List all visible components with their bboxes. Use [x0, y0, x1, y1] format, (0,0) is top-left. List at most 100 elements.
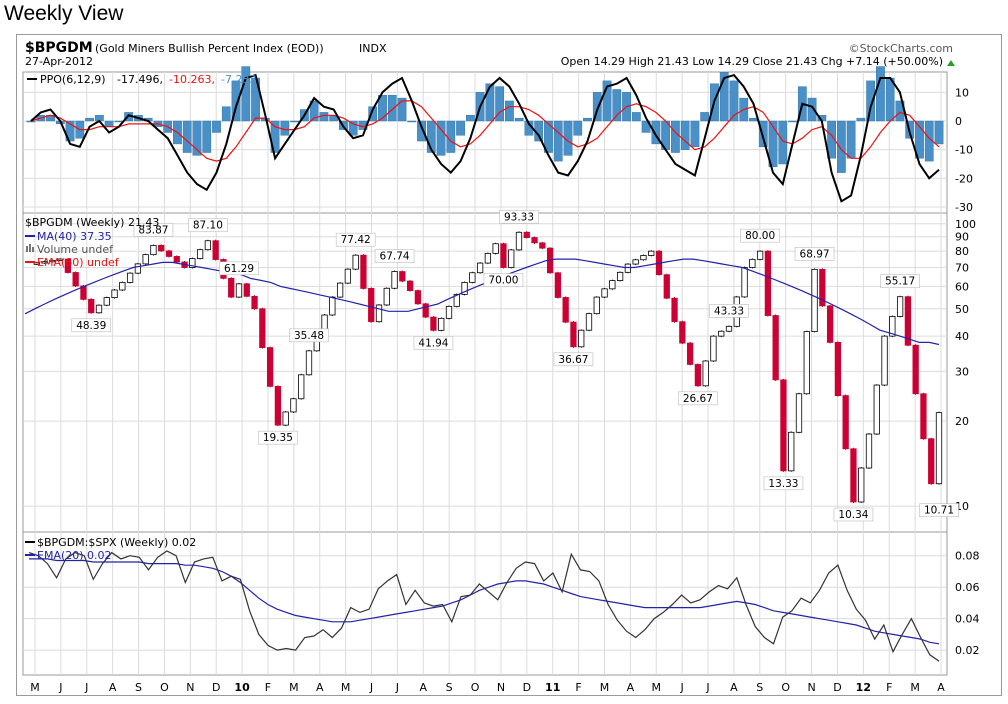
price-candle-up — [111, 289, 118, 299]
ppo-histogram-bar — [749, 117, 758, 122]
price-candle-up — [290, 398, 297, 413]
ppo-histogram-bar — [241, 66, 251, 122]
ma-legend: MA(40) 37.35 — [37, 230, 112, 243]
annotation-label: 35.48 — [294, 330, 324, 342]
annotation-box — [833, 507, 874, 522]
page-title: Weekly View — [4, 2, 124, 25]
price-candle-up — [865, 433, 873, 469]
x-tick-label: J — [705, 681, 709, 694]
price-candle-up — [235, 283, 243, 298]
price-candle-down — [422, 303, 429, 318]
ratio-legend: $BPGDM:$SPX (Weekly) 0.02 EMA(20) 0.02 — [25, 536, 196, 562]
symbol-description: (Gold Miners Bullish Percent Index (EOD)… — [95, 42, 324, 55]
annotation-label: 67.74 — [380, 251, 410, 263]
price-candle-down — [251, 295, 258, 310]
annotation-label: 77.42 — [341, 234, 371, 246]
x-tick-label: M — [289, 681, 299, 694]
ppo-histogram-bar — [836, 120, 846, 173]
price-candle-up — [445, 305, 453, 319]
price-candle-up — [438, 317, 445, 331]
ppo-histogram-bar — [807, 97, 817, 122]
price-candle-down — [694, 364, 702, 387]
price-candle-down — [158, 244, 165, 252]
ppo-histogram-bar — [231, 80, 241, 122]
price-candle-up — [648, 250, 655, 256]
price-candle-up — [578, 329, 585, 348]
price-candle-up — [134, 263, 142, 274]
price-candle-down — [539, 242, 546, 249]
price-candle-up — [305, 350, 313, 376]
ppo-histogram-bar — [26, 120, 36, 123]
price-candle-up — [150, 244, 157, 256]
price-candle-up — [49, 259, 56, 263]
x-tick-label: M — [341, 681, 351, 694]
ppo-histogram-bar — [417, 120, 426, 142]
x-tick-label: M — [600, 681, 610, 694]
annotation-box — [413, 336, 454, 350]
ppo-histogram-bar — [378, 95, 387, 122]
price-legend-title: $BPGDM (Weekly) 21.43 — [25, 216, 159, 229]
price-candle-up — [585, 313, 593, 331]
ppo-histogram-bar — [544, 120, 553, 153]
ppo-histogram-bar — [866, 80, 876, 122]
ppo-histogram-bar — [505, 100, 514, 122]
x-tick-label: S — [756, 681, 763, 694]
y-tick-label: -10 — [955, 144, 973, 157]
chart-frame: $BPGDM (Gold Miners Bullish Percent Inde… — [16, 34, 1002, 696]
ppo-histogram-bar — [348, 120, 358, 136]
price-candle-down — [826, 305, 834, 343]
y-tick-label: 60 — [955, 280, 969, 293]
price-candle-up — [725, 325, 733, 332]
price-candle-up — [811, 268, 818, 332]
annotation-box — [499, 209, 539, 224]
x-tick-label: N — [186, 681, 194, 694]
x-tick-label: D — [523, 681, 531, 694]
x-tick-label: O — [781, 681, 790, 694]
ppo-histogram-bar — [602, 80, 612, 122]
price-candle-down — [406, 280, 414, 291]
price-candle-down — [173, 256, 180, 263]
annotation-label: 80.00 — [745, 230, 775, 242]
ppo-histogram-bar — [397, 97, 407, 122]
x-tick-label: D — [833, 681, 841, 694]
x-tick-label: J — [58, 681, 62, 694]
ppo-histogram-bar — [104, 120, 114, 127]
ppo-histogram-bar — [729, 80, 739, 122]
annotation-label: 10.34 — [838, 509, 868, 521]
symbol-label: $BPGDM — [25, 40, 93, 56]
price-candle-down — [663, 274, 670, 299]
x-tick-label: D — [212, 681, 220, 694]
change-up-arrow-icon — [947, 60, 955, 66]
y-tick-label: -20 — [955, 172, 973, 185]
x-tick-label: A — [420, 681, 428, 694]
annotation-label: 48.39 — [76, 320, 106, 332]
ppo-histogram-bar — [495, 86, 505, 122]
price-candle-up — [756, 250, 764, 260]
price-candle-up — [391, 271, 398, 289]
annotation-label: 10.71 — [924, 505, 954, 517]
ppo-histogram-bar — [827, 120, 836, 159]
ppo-histogram-bar — [436, 120, 446, 156]
chart-canvas: $BPGDM (Gold Miners Bullish Percent Inde… — [22, 40, 980, 694]
price-candle-down — [274, 385, 282, 426]
ppo-legend-value: -17.496, — [117, 73, 163, 86]
price-candle-up — [56, 258, 64, 261]
ppo-histogram-bar — [309, 100, 319, 122]
ohlc-summary: Open 14.29 High 21.43 Low 14.29 Close 21… — [561, 55, 943, 68]
ppo-signal-legend-value: -10.263, — [169, 73, 215, 86]
ppo-histogram-bar — [553, 120, 563, 162]
price-candle-down — [764, 250, 772, 316]
price-candle-up — [702, 360, 709, 387]
ppo-histogram-bar — [290, 120, 299, 123]
price-candle-down — [819, 268, 826, 307]
price-candle-down — [88, 298, 95, 314]
price-candle-down — [228, 277, 235, 298]
price-candle-up — [196, 249, 204, 260]
annotation-label: 55.17 — [885, 276, 915, 288]
price-candle-down — [834, 342, 842, 397]
x-tick-label: 11 — [545, 681, 560, 694]
ppo-histogram-bar — [915, 120, 924, 159]
price-candle-down — [679, 321, 686, 344]
price-candle-down — [671, 297, 678, 323]
price-candle-up — [453, 293, 460, 307]
